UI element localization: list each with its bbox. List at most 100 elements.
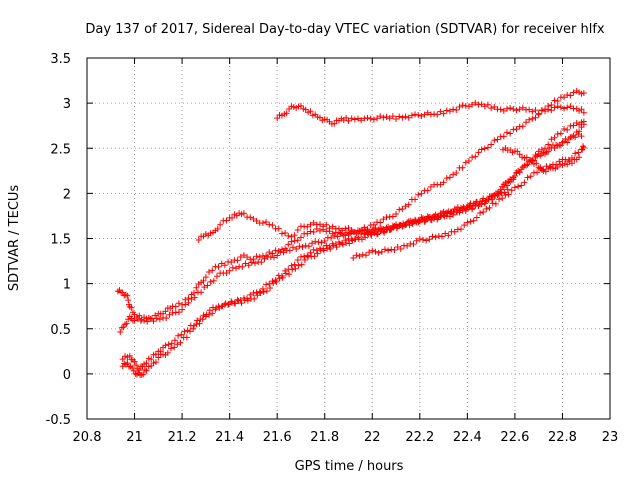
x-tick-labels: 20.8 21 21.2 21.4 21.6 21.8 22 22.2 22.4 22.6 22.8…	[73, 430, 619, 445]
data-point	[362, 252, 369, 259]
data-point	[463, 204, 470, 211]
data-point	[476, 200, 483, 207]
data-point	[564, 161, 571, 168]
data-point	[503, 105, 510, 112]
data-point	[323, 221, 330, 228]
data-point	[380, 114, 387, 121]
data-point	[232, 300, 239, 307]
data-point	[276, 275, 283, 282]
series-track-a	[114, 87, 587, 323]
data-point	[477, 209, 484, 216]
data-point	[370, 226, 377, 233]
data-point	[578, 133, 585, 140]
data-point	[374, 230, 381, 237]
data-point	[202, 274, 209, 281]
data-point	[534, 169, 541, 176]
data-point	[362, 234, 369, 241]
data-point	[368, 231, 375, 238]
data-point	[504, 186, 511, 193]
data-point	[345, 117, 352, 124]
data-point	[377, 219, 384, 226]
data-point	[511, 184, 518, 191]
y-tick-label: 3	[63, 97, 71, 112]
data-point	[286, 271, 293, 278]
data-point	[564, 126, 571, 133]
data-point	[500, 184, 507, 191]
data-point	[551, 104, 558, 111]
data-point	[469, 154, 476, 161]
data-point	[469, 202, 476, 209]
data-point	[266, 249, 273, 256]
data-point	[162, 342, 169, 349]
data-point	[209, 267, 216, 274]
data-point	[381, 229, 388, 236]
data-point	[500, 133, 507, 140]
data-point	[510, 106, 517, 113]
data-point	[310, 229, 317, 236]
data-point	[294, 257, 301, 264]
data-point	[350, 229, 357, 236]
data-point	[143, 367, 150, 374]
x-tick-label: 21.6	[263, 430, 292, 445]
x-axis-label: GPS time / hours	[295, 459, 404, 474]
data-point	[247, 291, 254, 298]
data-point	[511, 173, 518, 180]
data-point	[203, 311, 210, 318]
data-point	[396, 113, 403, 120]
data-point	[241, 297, 248, 304]
data-point	[251, 260, 258, 267]
data-point	[253, 218, 260, 225]
data-point	[403, 221, 410, 228]
data-point	[148, 356, 155, 363]
data-point	[335, 225, 342, 232]
data-point	[377, 113, 384, 120]
data-point	[258, 259, 265, 266]
data-point	[152, 359, 159, 366]
data-point	[359, 226, 366, 233]
data-point	[206, 307, 213, 314]
data-point	[190, 325, 197, 332]
data-point	[505, 191, 512, 198]
data-point	[418, 190, 425, 197]
data-point	[516, 169, 523, 176]
data-point	[225, 301, 232, 308]
data-point	[488, 141, 495, 148]
data-point	[377, 225, 384, 232]
data-point	[527, 173, 534, 180]
data-point	[353, 230, 360, 237]
data-point	[462, 102, 469, 109]
y-tick-label: 3.5	[50, 52, 71, 67]
data-point	[446, 213, 453, 220]
data-point	[503, 182, 510, 189]
data-point	[432, 211, 439, 218]
data-point	[182, 301, 189, 308]
data-point	[412, 196, 419, 203]
data-point	[288, 262, 295, 269]
data-point	[410, 241, 417, 248]
data-point	[126, 352, 133, 359]
data-point	[443, 175, 450, 182]
data-point	[223, 270, 230, 277]
data-point	[453, 170, 460, 177]
data-point	[275, 225, 282, 232]
data-point	[390, 224, 397, 231]
data-point	[358, 117, 365, 124]
data-point	[144, 318, 151, 325]
data-point	[178, 331, 185, 338]
data-point	[367, 115, 374, 122]
x-tick-label: 22.6	[500, 430, 529, 445]
data-point	[439, 233, 446, 240]
data-point	[122, 321, 129, 328]
y-tick-label: 2.5	[50, 142, 71, 157]
data-point	[331, 232, 338, 239]
data-point	[123, 320, 130, 327]
data-point	[516, 106, 523, 113]
data-point	[519, 104, 526, 111]
data-point	[261, 255, 268, 262]
data-point	[194, 317, 201, 324]
data-point	[523, 119, 530, 126]
y-tick-label: 1	[63, 278, 71, 293]
data-point	[291, 237, 298, 244]
data-point	[329, 223, 336, 230]
data-point	[391, 247, 398, 254]
